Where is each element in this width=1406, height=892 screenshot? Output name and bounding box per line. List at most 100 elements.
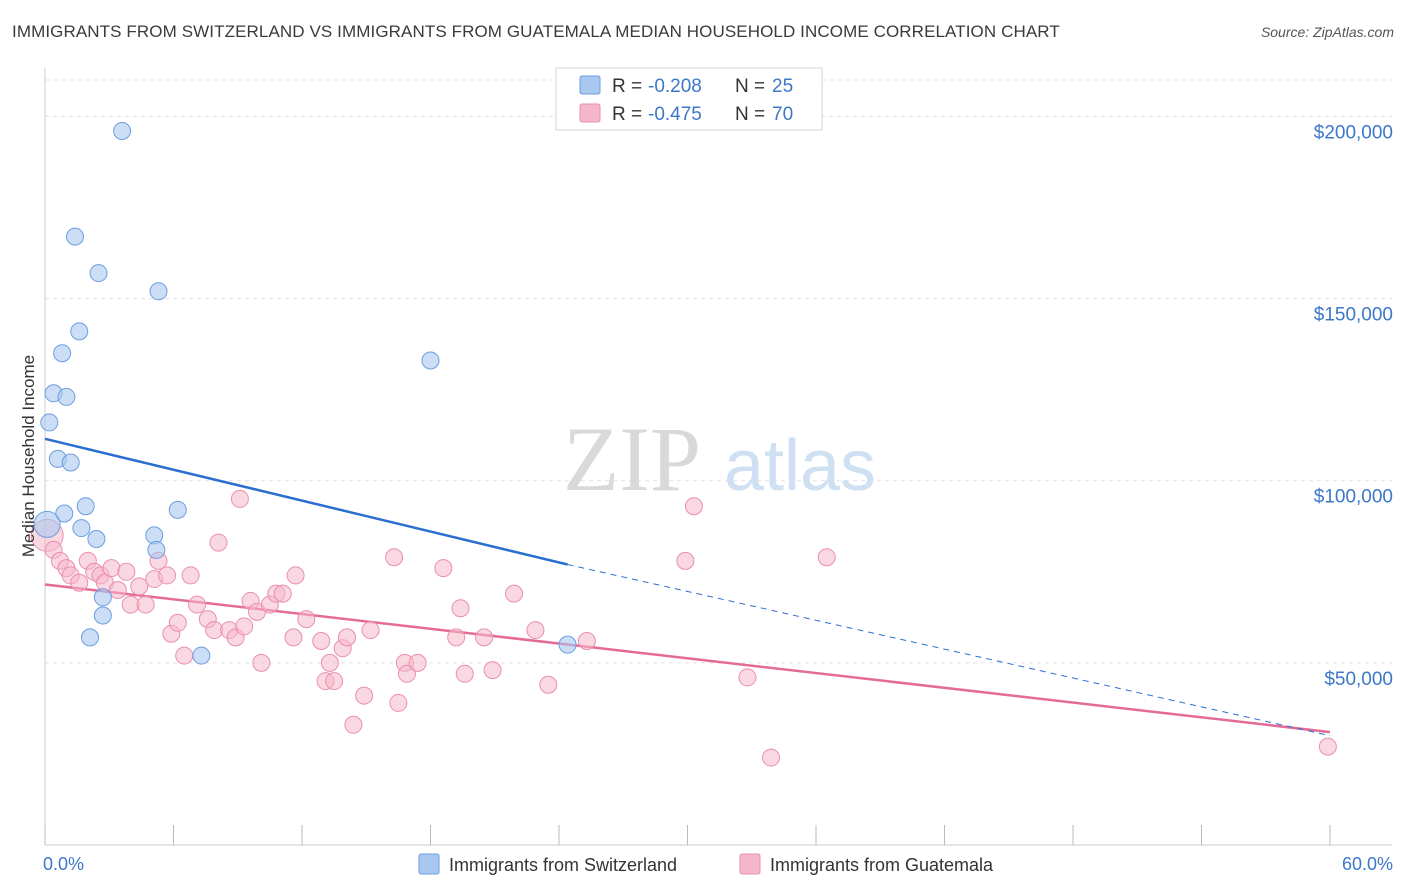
stats-legend: R = -0.208 N = 25 R = -0.475 N = 70 (555, 67, 823, 131)
point-switzerland (558, 635, 577, 654)
point-switzerland (76, 497, 95, 516)
tick-labels: $50,000 $100,000 $150,000 $200,000 0.0% 60.0% (43, 122, 1393, 874)
source-label: Source: ZipAtlas.com (1260, 24, 1394, 40)
point-guatemala (676, 551, 695, 570)
point-guatemala (320, 653, 339, 672)
point-guatemala (385, 548, 404, 567)
point-guatemala (102, 559, 121, 578)
point-guatemala (108, 581, 127, 599)
point-guatemala (284, 628, 303, 647)
point-switzerland (65, 227, 84, 246)
point-guatemala (188, 595, 207, 614)
point-switzerland (192, 646, 211, 665)
watermark-zip: ZIP (563, 408, 701, 510)
point-switzerland (33, 510, 61, 538)
point-guatemala (158, 566, 177, 585)
point-guatemala (762, 748, 781, 767)
point-switzerland (113, 122, 132, 140)
legend-swatch-guatemala (739, 853, 761, 875)
legend-series-guatemala: Immigrants from Guatemala (770, 855, 994, 875)
point-guatemala (539, 675, 558, 694)
x-tick-label: 60.0% (1342, 854, 1393, 874)
legend-r-label: R = (612, 104, 642, 125)
point-guatemala (325, 672, 344, 691)
legend-r-label: R = (612, 76, 642, 97)
point-switzerland (61, 453, 80, 472)
data-points (30, 122, 1337, 767)
point-switzerland (168, 500, 187, 519)
point-switzerland (80, 628, 99, 647)
point-guatemala (181, 566, 200, 585)
point-guatemala (475, 628, 494, 647)
point-guatemala (389, 693, 408, 712)
point-guatemala (483, 661, 502, 680)
point-guatemala (447, 628, 466, 647)
legend-n-value: 70 (772, 104, 793, 125)
trend-line-switzerland-extrapolated (567, 564, 1331, 737)
point-guatemala (738, 668, 757, 687)
legend-series-switzerland: Immigrants from Switzerland (449, 855, 677, 875)
point-guatemala (209, 533, 228, 552)
legend-swatch-switzerland (579, 75, 601, 95)
point-guatemala (297, 610, 316, 629)
point-guatemala (273, 584, 292, 603)
chart-title: IMMIGRANTS FROM SWITZERLAND VS IMMIGRANT… (12, 22, 1060, 41)
point-switzerland (89, 264, 108, 283)
point-switzerland (70, 322, 89, 341)
trend-line-guatemala (44, 583, 1331, 734)
point-switzerland (57, 387, 76, 406)
y-axis-label: Median Household Income (19, 355, 38, 557)
legend-swatch-switzerland (418, 853, 440, 875)
point-switzerland (40, 413, 59, 432)
point-switzerland (55, 504, 74, 523)
point-guatemala (130, 577, 149, 596)
y-tick-label: $50,000 (1324, 669, 1393, 690)
axes (44, 68, 1392, 846)
point-guatemala (70, 573, 89, 592)
point-switzerland (93, 588, 112, 607)
point-guatemala (252, 653, 271, 672)
point-guatemala (397, 664, 416, 683)
point-guatemala (286, 566, 305, 585)
point-guatemala (434, 559, 453, 578)
watermark: ZIP atlas (563, 408, 876, 510)
point-guatemala (455, 664, 474, 683)
point-switzerland (53, 344, 72, 363)
point-guatemala (205, 621, 224, 640)
legend-r-value: -0.208 (648, 76, 702, 97)
series-legend: Immigrants from Switzerland Immigrants f… (418, 853, 994, 875)
legend-n-label: N = (735, 76, 765, 97)
point-guatemala (175, 646, 194, 665)
legend-n-label: N = (735, 104, 765, 125)
point-guatemala (235, 617, 254, 636)
point-guatemala (312, 632, 331, 650)
point-guatemala (355, 686, 374, 705)
gridlines (45, 79, 1392, 664)
point-guatemala (361, 621, 380, 640)
point-guatemala (121, 595, 140, 614)
point-guatemala (1318, 737, 1337, 756)
trend-line-switzerland (44, 437, 568, 566)
point-switzerland (149, 282, 168, 301)
point-guatemala (408, 653, 427, 672)
point-switzerland (93, 606, 112, 625)
point-guatemala (117, 562, 136, 581)
point-guatemala (505, 584, 524, 603)
point-guatemala (817, 548, 836, 567)
point-guatemala (451, 599, 470, 618)
point-guatemala (136, 595, 155, 614)
point-switzerland (72, 519, 91, 538)
point-guatemala (526, 621, 545, 640)
point-switzerland (87, 530, 106, 548)
point-switzerland (147, 540, 166, 559)
legend-r-value: -0.475 (648, 104, 702, 125)
point-guatemala (577, 632, 596, 650)
point-guatemala (684, 497, 703, 516)
y-tick-label: $150,000 (1314, 305, 1393, 326)
point-guatemala (168, 613, 187, 632)
point-guatemala (337, 628, 356, 647)
point-switzerland (421, 351, 440, 370)
watermark-atlas: atlas (724, 426, 876, 506)
point-guatemala (344, 715, 363, 734)
